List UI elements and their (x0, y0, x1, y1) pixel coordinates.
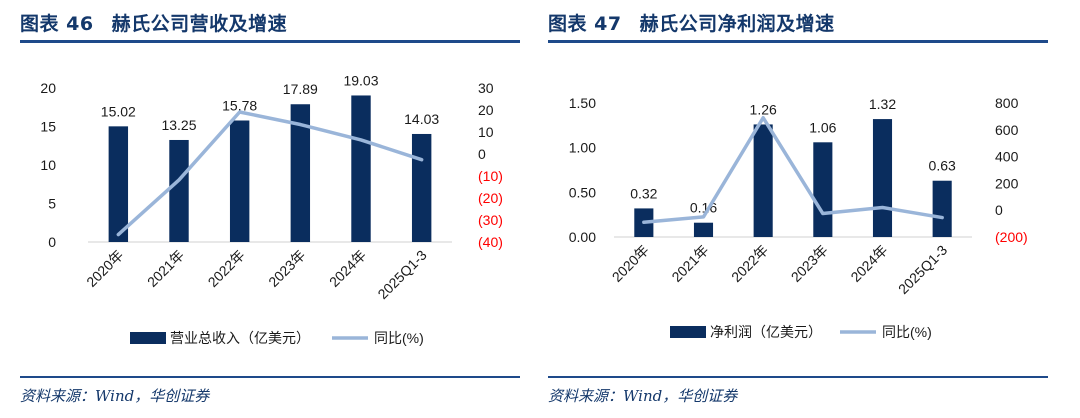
bar (932, 180, 952, 237)
y-left-tick-label: 15 (40, 119, 56, 135)
bar-data-label: 15.78 (222, 97, 257, 113)
y-right-tick-label: (30) (478, 212, 503, 228)
y-right-tick-label: 0 (478, 146, 486, 162)
y-left-tick-label: 10 (40, 157, 56, 173)
y-right-tick-label: 20 (478, 102, 494, 118)
legend-bar-label: 净利润（亿美元） (710, 324, 822, 340)
bar (693, 222, 714, 237)
y-left-tick-label: 0.50 (569, 184, 596, 200)
x-tick-label: 2020年 (609, 242, 652, 285)
y-right-tick-label: 30 (478, 80, 494, 96)
y-right-tick-label: (200) (995, 229, 1028, 245)
x-tick-label: 2023年 (788, 242, 831, 285)
bar-data-label: 1.06 (809, 119, 836, 135)
x-tick-label: 2022年 (205, 247, 248, 290)
figure-46: 图表 46 赫氏公司营收及增速 0 5 10 15 20 30 20 10 0 (10) (20) (3… (20, 0, 520, 418)
bar-data-label: 17.89 (283, 81, 318, 97)
y-left-tick-label: 5 (48, 196, 56, 212)
bar-data-label: 0.32 (630, 185, 657, 201)
bar (229, 120, 250, 242)
x-tick-label: 2023年 (265, 247, 308, 290)
figure-title: 图表 47 赫氏公司净利润及增速 (548, 9, 1048, 37)
x-tick-label: 2025Q1-3 (895, 242, 950, 297)
y-right-tick-label: 400 (995, 149, 1019, 165)
source-rule (20, 376, 520, 378)
net-profit-chart: 0.00 0.50 1.00 1.50 800 600 400 200 0 (200) 0.32 0.… (569, 95, 1028, 340)
bar-data-label: 1.32 (869, 96, 896, 112)
x-tick-label: 2024年 (326, 247, 369, 290)
y-right-tick-label: 200 (995, 175, 1019, 191)
y-left-tick-label: 1.00 (569, 140, 596, 156)
bar (108, 126, 129, 242)
yoy-line (116, 110, 424, 237)
bar (169, 139, 189, 242)
legend-bar-swatch (670, 326, 706, 338)
x-tick-label: 2021年 (144, 247, 187, 290)
x-tick-label: 2021年 (668, 242, 711, 285)
revenue-chart: 0 5 10 15 20 30 20 10 0 (10) (20) (30) (40) 15.02 13.2… (40, 72, 503, 346)
figure-label: 图表 47 (548, 13, 622, 35)
bar (351, 95, 371, 243)
source-note: 资料来源：Wind，华创证券 (548, 387, 738, 405)
bar-data-label: 14.03 (404, 111, 439, 127)
bar-data-label: 15.02 (101, 103, 136, 119)
x-tick-label: 2022年 (728, 242, 771, 285)
bar (411, 133, 432, 242)
y-right-tick-label: (40) (478, 234, 503, 250)
legend-line-label: 同比(%) (882, 324, 932, 340)
source-rule (548, 376, 1048, 378)
x-tick-label: 2020年 (83, 247, 126, 290)
source-note: 资料来源：Wind，华创证券 (20, 387, 210, 405)
bar (753, 124, 773, 237)
y-left-tick-label: 1.50 (569, 95, 596, 111)
title-rule (548, 40, 1048, 43)
y-right-tick-label: 600 (995, 122, 1019, 138)
bar-data-label: 13.25 (161, 117, 196, 133)
y-right-tick-label: (20) (478, 190, 503, 206)
bar (290, 104, 311, 242)
y-right-tick-label: (10) (478, 168, 503, 184)
legend-line-label: 同比(%) (374, 330, 424, 346)
bar (813, 142, 833, 237)
y-right-tick-label: 10 (478, 124, 494, 140)
figure-caption: 赫氏公司营收及增速 (111, 13, 288, 35)
bar-data-label: 19.03 (343, 72, 378, 88)
bar-data-label: 1.26 (750, 101, 777, 117)
bar (872, 119, 893, 237)
bar-data-label: 0.63 (929, 158, 956, 174)
yoy-line (642, 115, 944, 225)
y-left-tick-label: 0.00 (569, 229, 596, 245)
y-left-tick-label: 0 (48, 234, 56, 250)
y-right-tick-label: 800 (995, 95, 1019, 111)
y-right-tick-label: 0 (995, 202, 1003, 218)
x-tick-label: 2024年 (847, 242, 890, 285)
figure-47: 图表 47 赫氏公司净利润及增速 0.00 0.50 1.00 1.50 800 600 40… (548, 0, 1048, 418)
figure-title: 图表 46 赫氏公司营收及增速 (20, 9, 520, 37)
legend-bar-label: 营业总收入（亿美元） (170, 330, 310, 346)
title-rule (20, 40, 520, 43)
x-tick-label: 2025Q1-3 (374, 247, 429, 302)
y-left-tick-label: 20 (40, 80, 56, 96)
figure-label: 图表 46 (20, 13, 94, 35)
legend-bar-swatch (130, 332, 166, 344)
figure-caption: 赫氏公司净利润及增速 (639, 13, 835, 35)
